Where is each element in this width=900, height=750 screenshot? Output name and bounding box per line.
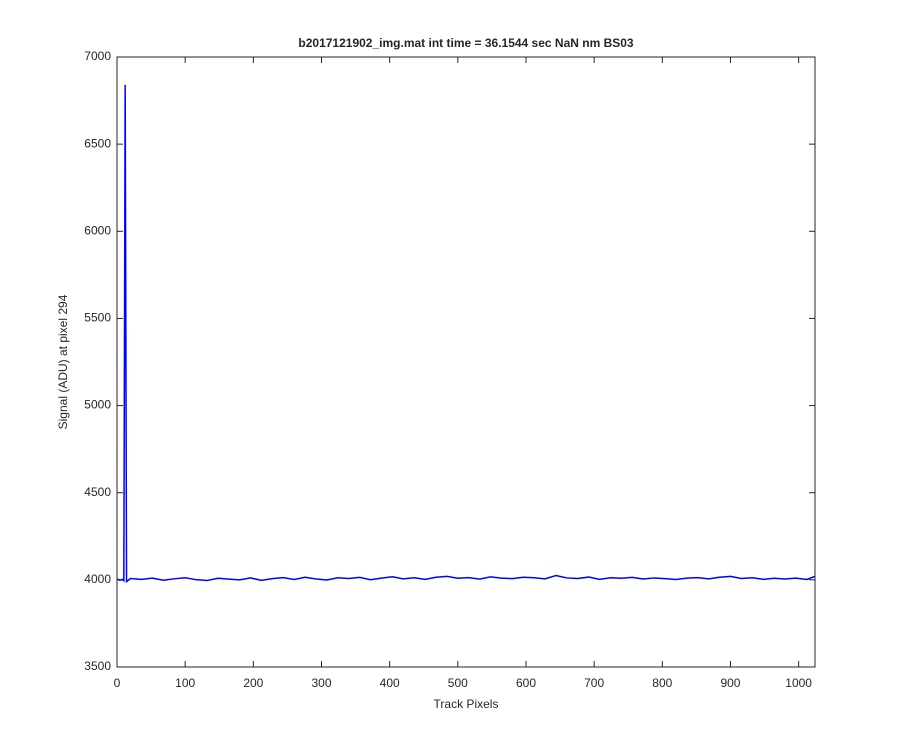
y-tick-label: 4000	[84, 572, 111, 586]
x-tick-label: 400	[380, 676, 400, 690]
y-tick-label: 6000	[84, 223, 111, 237]
x-tick-label: 700	[584, 676, 604, 690]
chart-title: b2017121902_img.mat int time = 36.1544 s…	[298, 36, 634, 50]
x-tick-label: 0	[114, 676, 121, 690]
data-line	[117, 84, 816, 584]
x-tick-label: 600	[516, 676, 536, 690]
y-tick-label: 5500	[84, 311, 111, 325]
y-axis-label: Signal (ADU) at pixel 294	[56, 294, 70, 429]
x-tick-label: 900	[720, 676, 740, 690]
y-tick-label: 3500	[84, 659, 111, 673]
y-tick-label: 4500	[84, 485, 111, 499]
y-tick-label: 5000	[84, 398, 111, 412]
x-tick-label: 800	[652, 676, 672, 690]
y-tick-label: 7000	[84, 49, 111, 63]
x-tick-label: 100	[175, 676, 195, 690]
plot-frame	[116, 56, 816, 668]
x-tick-label: 300	[311, 676, 331, 690]
x-tick-label: 200	[243, 676, 263, 690]
x-axis-label: Track Pixels	[434, 697, 499, 711]
x-tick-label: 500	[448, 676, 468, 690]
y-tick-label: 6500	[84, 136, 111, 150]
x-tick-label: 1000	[785, 676, 812, 690]
